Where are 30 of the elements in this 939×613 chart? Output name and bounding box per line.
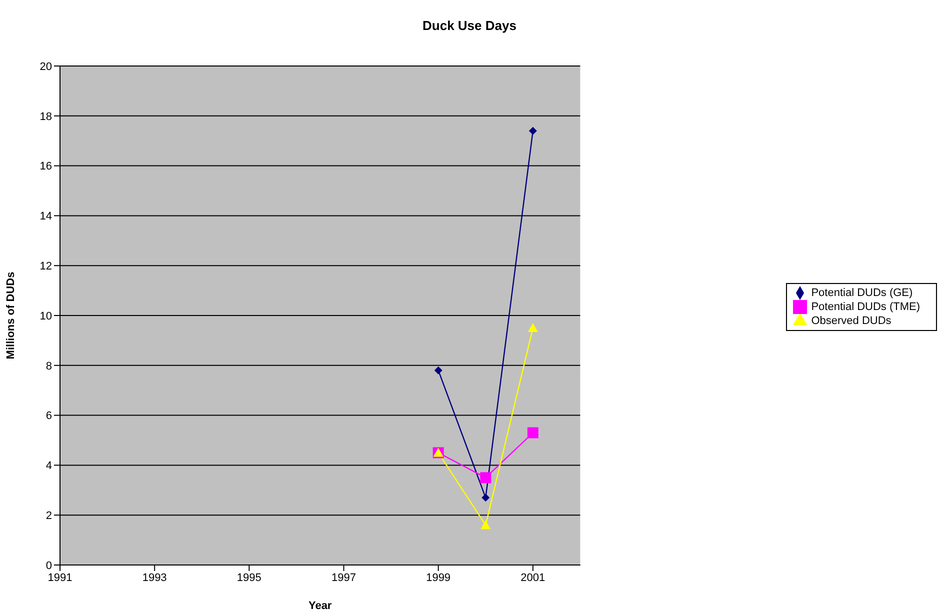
y-tick-label: 4 — [46, 460, 52, 472]
y-axis-title: Millions of DUDs — [4, 272, 17, 360]
point — [528, 126, 537, 135]
point — [480, 520, 491, 530]
point — [527, 427, 538, 438]
x-tick-label: 1997 — [332, 572, 356, 584]
y-tick-label: 14 — [40, 210, 52, 223]
y-tick-label: 2 — [46, 510, 52, 522]
y-tick-label: 8 — [46, 360, 52, 372]
legend-label: Observed DUDs — [811, 314, 892, 326]
x-tick-label: 1993 — [142, 572, 167, 584]
x-tick-label: 1995 — [236, 572, 262, 584]
x-tick-label: 1999 — [426, 572, 451, 584]
y-tick-label: 12 — [40, 260, 52, 273]
point — [528, 322, 538, 332]
point — [434, 366, 442, 374]
y-tick-label: 6 — [46, 410, 52, 422]
y-tick-label: 18 — [40, 110, 52, 123]
y-tick-label: 0 — [46, 560, 52, 572]
y-tick-label: 20 — [40, 60, 52, 73]
point — [482, 494, 490, 502]
x-tick-label: 1991 — [48, 572, 72, 584]
legend-label: Potential DUDs (GE) — [811, 286, 913, 298]
x-tick-label: 2001 — [520, 572, 546, 584]
y-tick-label: 10 — [40, 310, 52, 322]
x-axis-title: Year — [308, 600, 332, 612]
legend-label: Potential DUDs (TME) — [811, 300, 920, 312]
y-tick-label: 16 — [40, 160, 52, 173]
point — [480, 472, 492, 484]
chart-title: Duck Use Days — [422, 18, 518, 33]
